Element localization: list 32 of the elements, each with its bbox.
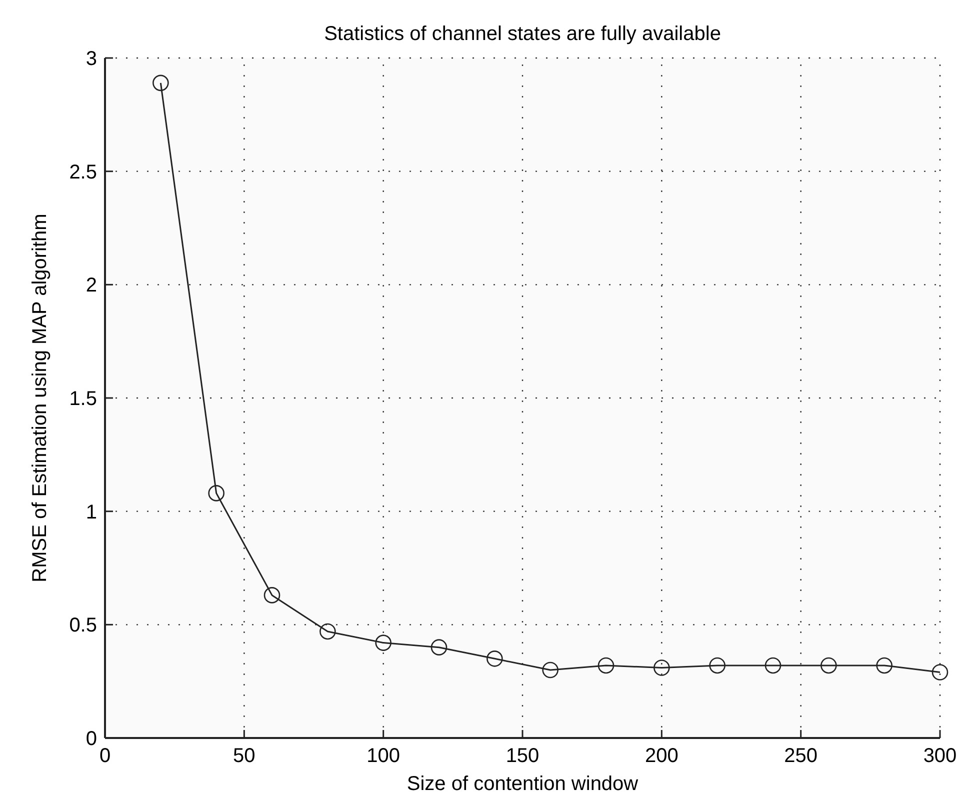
x-tick-label: 50 [233, 745, 256, 767]
point [598, 657, 614, 674]
y-axis-title: RMSE of Estimation using MAP algorithm [29, 214, 51, 582]
x-tick-label: 0 [99, 745, 111, 767]
y-tick-label: 1 [86, 501, 97, 524]
point [430, 639, 448, 656]
x-axis-title: Size of contention window [406, 773, 639, 795]
point [654, 660, 670, 676]
point [208, 485, 224, 502]
point [709, 657, 726, 674]
point [932, 664, 948, 680]
point [820, 657, 837, 674]
point [486, 650, 503, 667]
y-tick-label: 2.5 [69, 161, 97, 184]
point [152, 74, 169, 92]
y-tick-label: 0.5 [69, 614, 97, 637]
x-tick-label: 200 [644, 745, 678, 767]
y-tick-label: 0 [86, 728, 97, 750]
x-tick-label: 100 [366, 745, 400, 767]
x-tick-label: 300 [923, 745, 957, 767]
chart-title: Statistics of channel states are fully available [324, 23, 721, 45]
point [542, 662, 558, 678]
y-tick-label: 3 [86, 48, 97, 70]
point [375, 634, 392, 651]
point [876, 657, 892, 674]
point [764, 657, 782, 674]
point [320, 623, 336, 640]
x-tick-label: 250 [784, 745, 818, 767]
x-tick-label: 150 [506, 745, 540, 767]
y-tick-label: 1.5 [69, 388, 97, 410]
y-tick-label: 2 [86, 274, 97, 297]
point [264, 587, 280, 604]
